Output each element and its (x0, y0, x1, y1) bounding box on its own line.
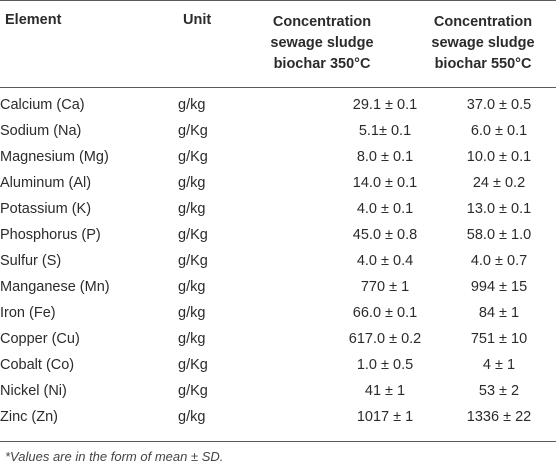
cell-element: Nickel (Ni) (0, 383, 67, 399)
cell-value-350: 4.0 ± 0.4 (356, 253, 414, 269)
cell-value-550: 4.0 ± 0.7 (470, 253, 528, 269)
cell-element: Calcium (Ca) (0, 97, 85, 113)
cell-value-350: 66.0 ± 0.1 (352, 305, 418, 321)
table-row: Cobalt (Co) g/Kg 1.0 ± 0.5 4 ± 1 (0, 352, 556, 378)
cell-value-350: 1017 ± 1 (356, 409, 414, 425)
table-row: Phosphorus (P) g/Kg 45.0 ± 0.8 58.0 ± 1.… (0, 222, 556, 248)
cell-value-550: 751 ± 10 (470, 331, 528, 347)
cell-element: Magnesium (Mg) (0, 149, 109, 165)
cell-unit: g/kg (178, 409, 206, 425)
cell-value-550: 13.0 ± 0.1 (466, 201, 532, 217)
cell-unit: g/kg (178, 97, 206, 113)
table-row: Zinc (Zn) g/kg 1017 ± 1 1336 ± 22 (0, 404, 556, 430)
table-row: Sodium (Na) g/Kg 5.1± 0.1 6.0 ± 0.1 (0, 118, 556, 144)
cell-unit: g/Kg (178, 383, 208, 399)
cell-element: Iron (Fe) (0, 305, 56, 321)
cell-value-550: 84 ± 1 (478, 305, 520, 321)
cell-unit: g/kg (178, 201, 206, 217)
cell-value-550: 994 ± 15 (470, 279, 528, 295)
cell-value-350: 4.0 ± 0.1 (356, 201, 414, 217)
cell-element: Copper (Cu) (0, 331, 80, 347)
table-row: Aluminum (Al) g/kg 14.0 ± 0.1 24 ± 0.2 (0, 170, 556, 196)
header-350-line-3: biochar 350°C (273, 56, 371, 72)
cell-unit: g/Kg (178, 123, 208, 139)
table-body: Calcium (Ca) g/kg 29.1 ± 0.1 37.0 ± 0.5 … (0, 92, 556, 430)
cell-value-550: 24 ± 0.2 (472, 175, 526, 191)
top-rule (0, 0, 556, 1)
table-row: Manganese (Mn) g/kg 770 ± 1 994 ± 15 (0, 274, 556, 300)
cell-element: Aluminum (Al) (0, 175, 92, 191)
header-element: Element (5, 12, 62, 28)
cell-value-350: 14.0 ± 0.1 (352, 175, 418, 191)
header-concentration-550: Concentration sewage sludge biochar 550°… (398, 12, 556, 99)
cell-element: Sulfur (S) (0, 253, 62, 269)
cell-unit: g/Kg (178, 149, 208, 165)
header-550-line-3: biochar 550°C (434, 56, 532, 72)
cell-value-550: 1336 ± 22 (466, 409, 532, 425)
header-350-line-2: sewage sludge (270, 35, 374, 51)
cell-value-350: 1.0 ± 0.5 (356, 357, 414, 373)
cell-unit: g/kg (178, 331, 206, 347)
cell-value-550: 4 ± 1 (482, 357, 516, 373)
cell-value-550: 58.0 ± 1.0 (466, 227, 532, 243)
cell-unit: g/kg (178, 305, 206, 321)
bottom-rule (0, 441, 556, 442)
header-rule (0, 87, 556, 88)
table-row: Potassium (K) g/kg 4.0 ± 0.1 13.0 ± 0.1 (0, 196, 556, 222)
table-row: Copper (Cu) g/kg 617.0 ± 0.2 751 ± 10 (0, 326, 556, 352)
cell-value-550: 37.0 ± 0.5 (466, 97, 532, 113)
cell-element: Phosphorus (P) (0, 227, 101, 243)
cell-unit: g/kg (178, 175, 206, 191)
cell-value-350: 45.0 ± 0.8 (352, 227, 418, 243)
cell-value-350: 8.0 ± 0.1 (356, 149, 414, 165)
cell-value-550: 10.0 ± 0.1 (466, 149, 532, 165)
cell-unit: g/Kg (178, 357, 208, 373)
table-row: Calcium (Ca) g/kg 29.1 ± 0.1 37.0 ± 0.5 (0, 92, 556, 118)
cell-unit: g/Kg (178, 227, 208, 243)
cell-value-350: 617.0 ± 0.2 (348, 331, 422, 347)
header-550-line-1: Concentration (433, 14, 533, 30)
table-row: Sulfur (S) g/Kg 4.0 ± 0.4 4.0 ± 0.7 (0, 248, 556, 274)
cell-unit: g/Kg (178, 253, 208, 269)
cell-unit: g/kg (178, 279, 206, 295)
header-550-line-2: sewage sludge (431, 35, 535, 51)
cell-value-350: 41 ± 1 (364, 383, 406, 399)
cell-element: Sodium (Na) (0, 123, 82, 139)
cell-element: Manganese (Mn) (0, 279, 110, 295)
header-350-line-1: Concentration (272, 14, 372, 30)
cell-element: Potassium (K) (0, 201, 92, 217)
table-row: Magnesium (Mg) g/Kg 8.0 ± 0.1 10.0 ± 0.1 (0, 144, 556, 170)
cell-value-350: 29.1 ± 0.1 (352, 97, 418, 113)
header-concentration-350: Concentration sewage sludge biochar 350°… (237, 12, 407, 99)
cell-value-550: 53 ± 2 (478, 383, 520, 399)
table-row: Iron (Fe) g/kg 66.0 ± 0.1 84 ± 1 (0, 300, 556, 326)
cell-value-550: 6.0 ± 0.1 (470, 123, 528, 139)
header-unit: Unit (183, 12, 212, 28)
cell-value-350: 770 ± 1 (360, 279, 410, 295)
cell-value-350: 5.1± 0.1 (358, 123, 412, 139)
table-footnote: *Values are in the form of mean ± SD. (5, 449, 224, 464)
cell-element: Cobalt (Co) (0, 357, 75, 373)
cell-element: Zinc (Zn) (0, 409, 58, 425)
table-row: Nickel (Ni) g/Kg 41 ± 1 53 ± 2 (0, 378, 556, 404)
